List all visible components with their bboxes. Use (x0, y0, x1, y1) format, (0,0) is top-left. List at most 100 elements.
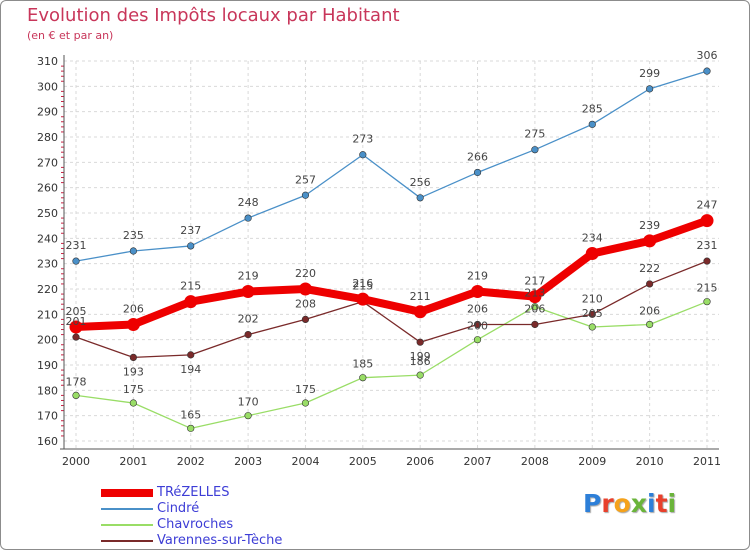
y-tick-label: 300 (37, 80, 58, 93)
y-tick-label: 160 (37, 435, 58, 448)
data-point (700, 214, 714, 228)
data-point (356, 292, 370, 306)
data-label: 216 (352, 277, 373, 290)
data-label: 215 (697, 282, 718, 295)
x-tick-label: 2006 (406, 455, 434, 468)
data-point (129, 247, 137, 255)
x-tick-label: 2008 (521, 455, 549, 468)
chart-title: Evolution des Impôts locaux par Habitant (27, 5, 400, 26)
y-tick-label: 310 (37, 55, 58, 68)
data-label: 237 (180, 224, 201, 237)
data-point (416, 194, 424, 202)
data-point (416, 338, 424, 346)
data-point (72, 257, 80, 265)
data-label: 239 (639, 219, 660, 232)
data-label: 206 (123, 302, 144, 315)
x-tick-label: 2011 (693, 455, 721, 468)
data-point (643, 234, 657, 248)
data-label: 219 (238, 270, 259, 283)
data-label: 220 (295, 267, 316, 280)
data-label: 185 (352, 358, 373, 371)
x-tick-label: 2009 (578, 455, 606, 468)
data-label: 202 (238, 313, 259, 326)
data-label: 247 (697, 199, 718, 212)
data-point (129, 399, 137, 407)
data-point (72, 391, 80, 400)
data-label: 215 (180, 280, 201, 293)
x-tick-label: 2007 (464, 455, 492, 468)
data-point (184, 295, 198, 309)
y-tick-label: 260 (37, 182, 58, 195)
data-point (588, 310, 596, 318)
data-point (298, 282, 312, 296)
data-point (301, 191, 310, 199)
data-label: 206 (467, 302, 488, 315)
data-point (413, 305, 427, 319)
data-point (473, 336, 482, 344)
data-label: 215 (352, 280, 373, 293)
series-line-3 (72, 216, 711, 331)
data-point (301, 315, 310, 324)
x-tick-label: 2010 (636, 455, 664, 468)
data-point (528, 290, 542, 304)
legend-swatch (101, 508, 153, 510)
data-label: 205 (582, 307, 603, 320)
logo-letter: t (655, 489, 668, 518)
data-label: 222 (639, 262, 660, 275)
y-tick-label: 200 (37, 334, 58, 347)
data-point (126, 317, 140, 331)
data-label: 210 (582, 292, 603, 305)
legend-label: Cindré (157, 501, 200, 516)
logo-letter: r (601, 489, 614, 518)
y-tick-label: 230 (37, 258, 58, 271)
y-tick-label: 250 (37, 207, 58, 220)
series-line-2 (75, 260, 708, 359)
data-label: 285 (582, 102, 603, 115)
data-label: 170 (238, 396, 259, 409)
data-label: 175 (295, 383, 316, 396)
data-point (703, 67, 711, 75)
y-tick-label: 270 (37, 156, 58, 169)
legend-label: TRéZELLES (157, 485, 230, 500)
data-label: 266 (467, 150, 488, 163)
data-point (187, 424, 195, 432)
data-label: 194 (180, 363, 201, 376)
series-line-1 (75, 301, 708, 429)
data-label: 165 (180, 408, 201, 421)
data-label: 275 (524, 128, 545, 141)
data-label: 213 (524, 287, 545, 300)
data-point (69, 320, 83, 334)
data-point (244, 331, 252, 339)
data-label: 199 (410, 350, 431, 363)
series-points (69, 67, 714, 432)
series-lines (72, 70, 711, 429)
data-point (703, 257, 711, 265)
x-tick-label: 2001 (119, 455, 147, 468)
chart-subtitle: (en € et par an) (27, 29, 114, 42)
data-label: 206 (639, 304, 660, 317)
data-label: 200 (467, 320, 488, 333)
data-label: 211 (410, 290, 431, 303)
legend-swatch (101, 524, 153, 526)
legend-swatch (101, 540, 153, 542)
data-label: 205 (66, 305, 87, 318)
data-label: 257 (295, 173, 316, 186)
data-label: 193 (123, 365, 144, 378)
data-point (585, 247, 599, 261)
data-label: 208 (295, 297, 316, 310)
y-tick-label: 290 (37, 106, 58, 119)
data-point (416, 371, 424, 379)
data-point (531, 303, 539, 311)
x-tick-label: 2000 (62, 455, 90, 468)
data-point (72, 333, 80, 341)
logo-letter: x (630, 489, 647, 518)
x-tick-label: 2002 (177, 455, 205, 468)
data-point (588, 120, 596, 128)
proxiti-logo: Proxiti (583, 489, 676, 518)
data-point (646, 85, 654, 93)
data-point (531, 146, 539, 154)
grid (64, 60, 719, 449)
data-point (531, 320, 539, 329)
